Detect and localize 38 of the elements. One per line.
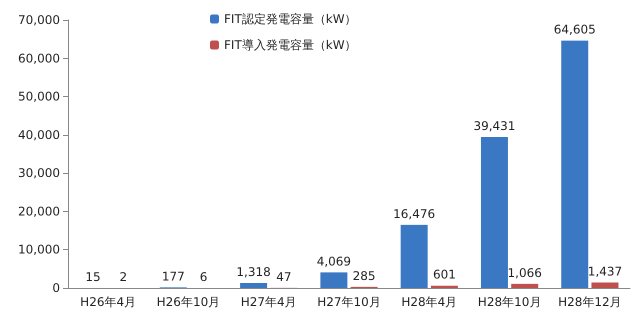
x-tick-label: H26年4月	[80, 295, 136, 309]
data-label: 601	[432, 268, 456, 282]
y-tick-label: 10,000	[18, 242, 60, 257]
data-label: 1,318	[236, 264, 271, 279]
data-label: 1,066	[508, 266, 542, 280]
bar	[480, 137, 508, 288]
y-tick-label: 60,000	[18, 51, 60, 66]
data-label: 6	[200, 270, 208, 284]
y-tick-label: 0	[52, 281, 60, 295]
data-label: 16,476	[393, 206, 436, 221]
data-label: 177	[162, 269, 185, 284]
data-label: 15	[85, 270, 101, 284]
x-tick-label: H28年12月	[558, 295, 622, 309]
data-label: 4,069	[316, 254, 352, 268]
bar	[591, 282, 618, 288]
bar	[320, 272, 348, 288]
legend-label: FIT導入発電容量（kW）	[224, 38, 357, 52]
bar	[511, 284, 538, 288]
bar	[561, 40, 588, 288]
y-tick-label: 20,000	[18, 204, 60, 218]
data-label: 285	[352, 268, 376, 283]
y-tick-label: 40,000	[18, 128, 60, 142]
x-tick-label: H28年10月	[478, 295, 542, 309]
data-label: 39,431	[473, 119, 516, 134]
x-tick-label: H26年10月	[156, 295, 220, 309]
x-tick-label: H27年4月	[240, 295, 297, 309]
bar	[240, 282, 268, 288]
data-label: 1,437	[588, 264, 622, 278]
y-tick-label: 70,000	[18, 13, 60, 27]
x-tick-label: H27年10月	[317, 295, 381, 309]
data-label: 2	[119, 270, 128, 284]
y-tick-label: 30,000	[18, 166, 60, 180]
x-tick-label: H28年4月	[401, 295, 458, 309]
legend-label: FIT認定発電容量（kW）	[224, 12, 357, 26]
data-label: 47	[276, 270, 292, 284]
data-label: 64,605	[554, 22, 596, 37]
y-tick-label: 50,000	[18, 90, 60, 104]
bar	[400, 224, 428, 288]
